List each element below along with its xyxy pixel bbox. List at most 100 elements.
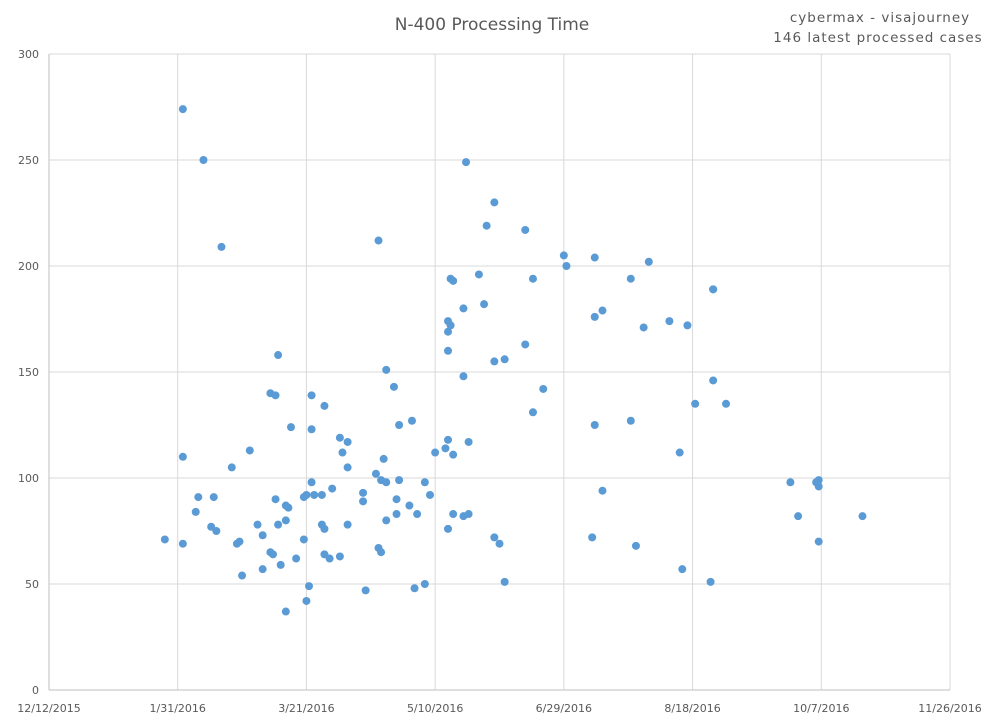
gridlines <box>49 53 951 690</box>
data-point <box>794 512 803 521</box>
data-point <box>292 554 301 563</box>
data-point <box>814 482 823 491</box>
data-point <box>449 450 458 459</box>
data-point <box>709 376 718 385</box>
data-point <box>392 495 401 504</box>
data-point <box>683 321 692 330</box>
x-tick-label: 3/21/2016 <box>278 702 334 715</box>
data-point <box>245 446 254 455</box>
data-point <box>405 501 414 510</box>
data-point <box>235 537 244 546</box>
data-point <box>444 524 453 533</box>
data-point <box>371 469 380 478</box>
data-point <box>284 503 293 512</box>
data-point <box>446 321 455 330</box>
data-point <box>709 285 718 294</box>
data-point <box>444 346 453 355</box>
data-point <box>359 488 368 497</box>
data-point <box>562 262 571 270</box>
data-point <box>590 253 599 262</box>
data-point <box>626 416 635 425</box>
data-point <box>271 495 280 504</box>
data-point <box>274 520 283 529</box>
data-point <box>459 304 468 313</box>
data-point <box>858 512 867 521</box>
data-point <box>320 401 329 410</box>
data-point <box>274 351 283 360</box>
data-point <box>449 510 458 519</box>
data-point <box>495 539 504 548</box>
data-point <box>706 577 715 586</box>
data-point <box>194 493 203 502</box>
data-point <box>474 270 483 279</box>
x-tick-label: 6/29/2016 <box>536 702 592 715</box>
data-point <box>420 580 429 588</box>
data-point <box>382 478 391 487</box>
data-point <box>271 391 280 400</box>
data-point <box>338 448 347 457</box>
data-point <box>286 423 295 432</box>
x-tick-label: 11/26/2016 <box>918 702 981 715</box>
data-point <box>343 520 352 529</box>
y-tick-label: 150 <box>18 366 39 379</box>
data-point <box>335 433 344 442</box>
data-point <box>258 565 267 574</box>
data-point <box>320 524 329 533</box>
data-point <box>644 257 653 266</box>
data-point <box>539 384 548 393</box>
data-point <box>464 437 473 446</box>
x-tick-label: 8/18/2016 <box>664 702 720 715</box>
data-point <box>382 516 391 525</box>
data-point <box>227 463 236 472</box>
data-point <box>395 421 404 429</box>
data-points <box>160 105 867 616</box>
data-point <box>392 510 401 519</box>
data-point <box>665 317 674 326</box>
data-point <box>307 478 316 487</box>
x-tick-label: 5/10/2016 <box>407 702 463 715</box>
data-point <box>302 490 311 499</box>
data-point <box>178 539 187 548</box>
data-point <box>377 548 386 557</box>
data-point <box>410 584 419 593</box>
y-tick-label: 250 <box>18 154 39 167</box>
data-point <box>786 478 795 487</box>
data-point <box>490 198 499 207</box>
data-point <box>281 516 290 525</box>
data-point <box>305 582 314 591</box>
y-tick-label: 300 <box>18 48 39 61</box>
data-point <box>413 510 422 519</box>
data-point <box>678 565 687 574</box>
data-point <box>598 486 607 495</box>
data-point <box>276 560 285 569</box>
data-point <box>307 391 316 400</box>
data-point <box>281 607 290 616</box>
data-point <box>598 306 607 315</box>
data-point <box>343 437 352 446</box>
data-point <box>335 552 344 561</box>
data-point <box>302 596 311 605</box>
data-point <box>374 236 383 245</box>
data-point <box>178 105 187 114</box>
data-point <box>464 510 473 519</box>
data-point <box>490 357 499 366</box>
data-point <box>631 541 640 550</box>
x-tick-label: 1/31/2016 <box>150 702 206 715</box>
data-point <box>359 497 368 506</box>
data-point <box>420 478 429 487</box>
data-point <box>160 535 169 544</box>
data-point <box>675 448 684 457</box>
data-point <box>590 312 599 321</box>
data-point <box>395 476 404 485</box>
data-point <box>814 476 823 485</box>
data-point <box>559 251 568 260</box>
data-point <box>462 158 471 167</box>
data-point <box>361 586 370 595</box>
data-point <box>258 531 267 540</box>
x-tick-label: 12/12/2015 <box>17 702 80 715</box>
data-point <box>521 225 530 234</box>
data-point <box>317 490 326 499</box>
data-point <box>209 493 218 502</box>
credit-annotation: cybermax - visajourney <box>790 10 970 26</box>
